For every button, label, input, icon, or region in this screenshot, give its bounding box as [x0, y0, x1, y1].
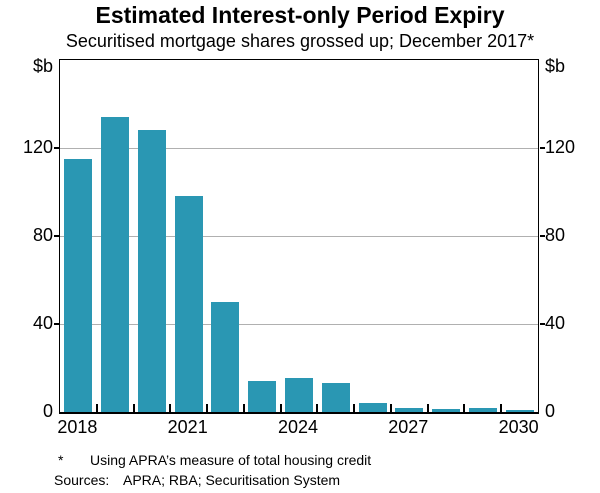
bar-2020 — [137, 130, 166, 412]
bar-2028 — [432, 408, 461, 412]
bar-2027 — [395, 407, 424, 412]
y-axis-label-left-0: 0 — [42, 401, 53, 421]
chart-subtitle: Securitised mortgage shares grossed up; … — [65, 31, 535, 51]
gridline-80 — [60, 236, 538, 237]
bar-2018 — [64, 159, 93, 412]
x-axis-label-2030: 2030 — [498, 417, 539, 437]
sources-label: Sources: — [54, 472, 110, 488]
x-axis-label-2024: 2024 — [277, 417, 319, 437]
y-tick-right-120 — [539, 147, 545, 149]
x-tick-5 — [242, 404, 245, 412]
y-axis-label-left-40: 40 — [32, 313, 53, 333]
bar-2030 — [505, 410, 534, 412]
x-tick-3 — [169, 404, 172, 412]
y-axis-label-right-80: 80 — [545, 225, 566, 245]
x-tick-12 — [500, 404, 503, 412]
gridline-120 — [60, 148, 538, 149]
y-axis-unit-right: $b — [545, 56, 566, 76]
y-tick-right-80 — [539, 235, 545, 237]
x-tick-8 — [353, 404, 356, 412]
x-tick-7 — [316, 404, 319, 412]
bar-2025 — [321, 383, 350, 412]
sources-text: APRA; RBA; Securitisation System — [123, 472, 341, 488]
x-axis-label-2018: 2018 — [57, 417, 98, 437]
bar-2029 — [468, 407, 497, 412]
x-tick-2 — [132, 404, 135, 412]
plot-area — [53, 59, 545, 414]
bar-2026 — [358, 403, 387, 412]
y-tick-left-40 — [53, 323, 59, 325]
footnote-marker: * — [58, 452, 64, 468]
chart-title: Estimated Interest-only Period Expiry — [95, 2, 505, 28]
bar-2022 — [211, 302, 240, 412]
x-tick-10 — [426, 404, 429, 412]
y-axis-label-left-120: 120 — [22, 137, 53, 157]
x-tick-1 — [95, 404, 98, 412]
footnote-text: Using APRA’s measure of total housing cr… — [90, 452, 372, 468]
y-axis-unit-left: $b — [32, 56, 53, 76]
x-axis-labels: 2018 2021 2024 2027 2030 — [57, 417, 539, 438]
y-axis-labels-left: 0 40 80 120 — [6, 59, 53, 420]
y-axis-label-right-40: 40 — [545, 313, 566, 333]
bar-2024 — [285, 377, 313, 412]
y-tick-left-80 — [53, 235, 59, 237]
x-tick-9 — [389, 404, 392, 412]
y-tick-left-120 — [53, 147, 59, 149]
y-tick-right-40 — [539, 323, 545, 325]
bar-2021 — [174, 196, 203, 412]
bar-2023 — [248, 381, 277, 412]
x-tick-11 — [463, 404, 466, 412]
gridline-40 — [60, 324, 538, 325]
y-axis-label-right-0: 0 — [545, 401, 556, 421]
x-axis-label-2027: 2027 — [388, 417, 429, 437]
bar-2019 — [101, 117, 130, 412]
x-tick-4 — [206, 404, 209, 412]
x-axis-label-2021: 2021 — [167, 417, 208, 437]
x-tick-6 — [279, 404, 282, 412]
y-axis-labels-right: 0 40 80 120 — [545, 59, 592, 420]
y-axis-label-left-80: 80 — [32, 225, 53, 245]
y-axis-label-right-120: 120 — [545, 137, 576, 157]
